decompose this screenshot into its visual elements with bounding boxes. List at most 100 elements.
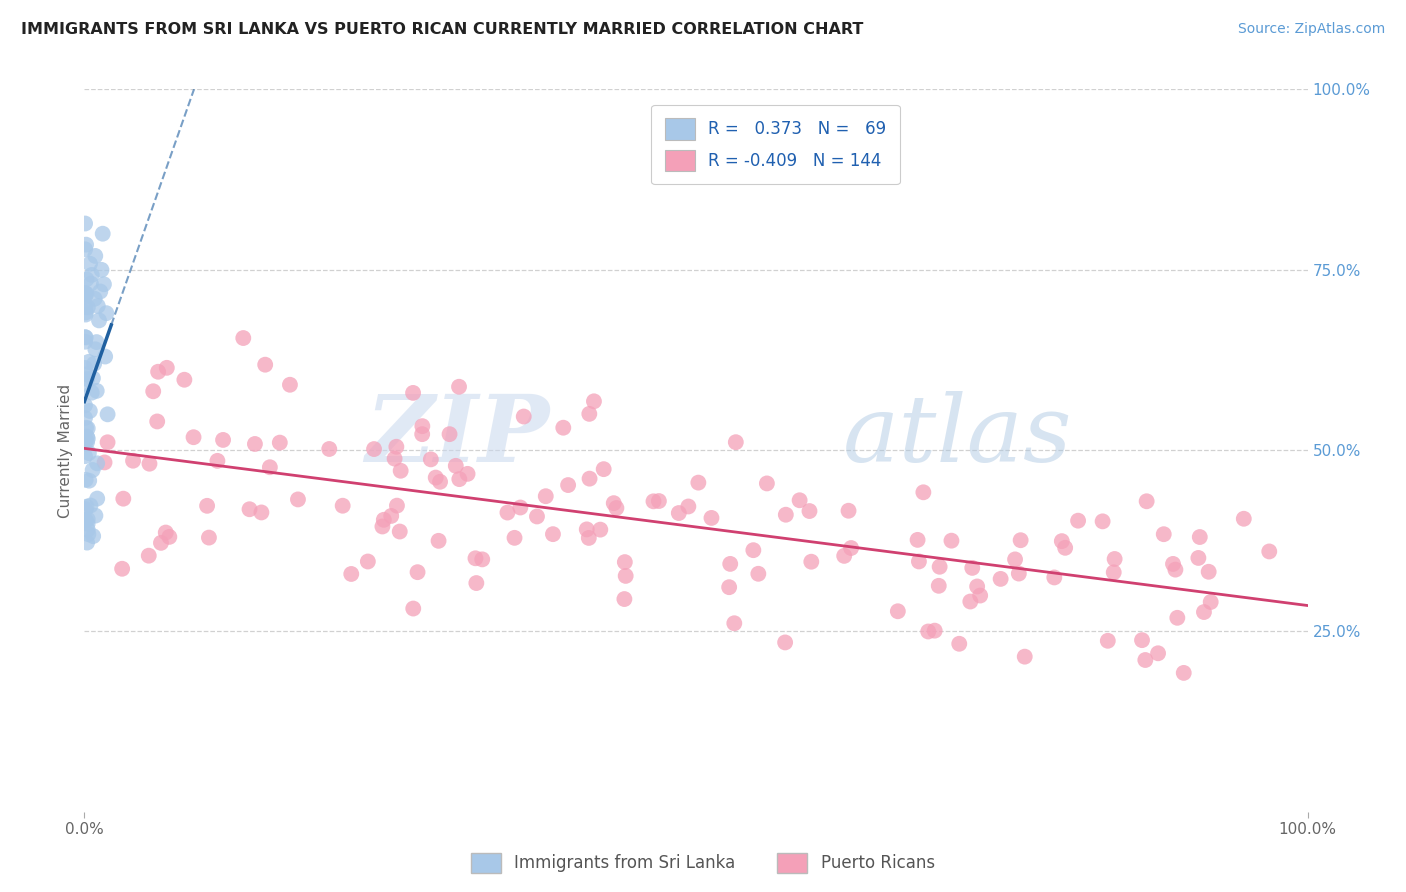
Text: Source: ZipAtlas.com: Source: ZipAtlas.com xyxy=(1237,22,1385,37)
Point xyxy=(243,437,266,451)
Point xyxy=(332,499,354,513)
Point xyxy=(700,511,723,525)
Point xyxy=(969,589,991,603)
Point xyxy=(363,442,385,456)
Point xyxy=(773,635,796,649)
Point xyxy=(232,331,254,345)
Point xyxy=(73,360,96,375)
Point xyxy=(93,277,115,292)
Point xyxy=(1187,550,1209,565)
Point xyxy=(75,305,97,319)
Point xyxy=(250,505,273,519)
Point xyxy=(464,551,486,566)
Point xyxy=(155,525,177,540)
Point xyxy=(73,300,96,314)
Point xyxy=(718,580,741,594)
Point xyxy=(84,249,107,263)
Point xyxy=(73,436,96,450)
Point xyxy=(541,527,564,541)
Point xyxy=(75,308,97,322)
Point xyxy=(318,442,340,456)
Point xyxy=(578,531,600,545)
Point xyxy=(605,501,627,516)
Point xyxy=(832,549,855,563)
Point xyxy=(613,592,636,607)
Point xyxy=(578,407,600,421)
Point xyxy=(76,523,98,537)
Point xyxy=(907,533,929,547)
Point xyxy=(75,421,97,435)
Point xyxy=(1153,527,1175,541)
Point xyxy=(557,478,579,492)
Point xyxy=(887,604,910,618)
Point xyxy=(908,554,931,568)
Point xyxy=(80,277,103,291)
Point xyxy=(79,404,101,418)
Point xyxy=(83,357,105,371)
Point xyxy=(578,472,600,486)
Point xyxy=(86,384,108,398)
Point xyxy=(82,371,104,385)
Point xyxy=(76,368,98,382)
Point xyxy=(86,456,108,470)
Point xyxy=(86,334,108,349)
Point xyxy=(1258,544,1281,558)
Point xyxy=(73,290,96,304)
Point xyxy=(83,292,105,306)
Point xyxy=(89,285,111,299)
Point xyxy=(75,513,97,527)
Point xyxy=(553,421,575,435)
Point xyxy=(668,506,690,520)
Point xyxy=(402,601,425,615)
Point xyxy=(603,496,626,510)
Point xyxy=(80,385,103,400)
Point xyxy=(75,334,97,349)
Point xyxy=(402,385,425,400)
Point xyxy=(1173,665,1195,680)
Point xyxy=(513,409,536,424)
Point xyxy=(77,474,100,488)
Point xyxy=(941,533,963,548)
Point xyxy=(444,458,467,473)
Point xyxy=(77,446,100,460)
Point xyxy=(87,313,110,327)
Point xyxy=(724,435,747,450)
Point xyxy=(75,237,97,252)
Point xyxy=(582,394,605,409)
Point xyxy=(76,286,98,301)
Point xyxy=(76,372,98,386)
Point xyxy=(112,491,135,506)
Point xyxy=(87,299,110,313)
Point xyxy=(688,475,710,490)
Point xyxy=(1166,611,1188,625)
Point xyxy=(838,504,860,518)
Point xyxy=(82,463,104,477)
Point xyxy=(73,398,96,412)
Point xyxy=(1188,530,1211,544)
Point xyxy=(76,512,98,526)
Point xyxy=(1091,514,1114,528)
Point xyxy=(912,485,935,500)
Point xyxy=(73,376,96,391)
Point xyxy=(77,355,100,369)
Point xyxy=(90,262,112,277)
Point xyxy=(146,414,169,428)
Point xyxy=(156,360,179,375)
Point xyxy=(775,508,797,522)
Point xyxy=(429,475,451,489)
Point xyxy=(439,427,461,442)
Point xyxy=(457,467,479,481)
Point xyxy=(75,473,97,487)
Point xyxy=(77,527,100,541)
Point xyxy=(959,594,981,608)
Point xyxy=(76,516,98,531)
Point xyxy=(799,504,821,518)
Legend: Immigrants from Sri Lanka, Puerto Ricans: Immigrants from Sri Lanka, Puerto Ricans xyxy=(464,847,942,880)
Point xyxy=(138,457,160,471)
Point xyxy=(75,330,97,344)
Point xyxy=(1130,633,1153,648)
Point xyxy=(254,358,277,372)
Point xyxy=(76,435,98,450)
Point xyxy=(1054,541,1077,555)
Point xyxy=(76,430,98,444)
